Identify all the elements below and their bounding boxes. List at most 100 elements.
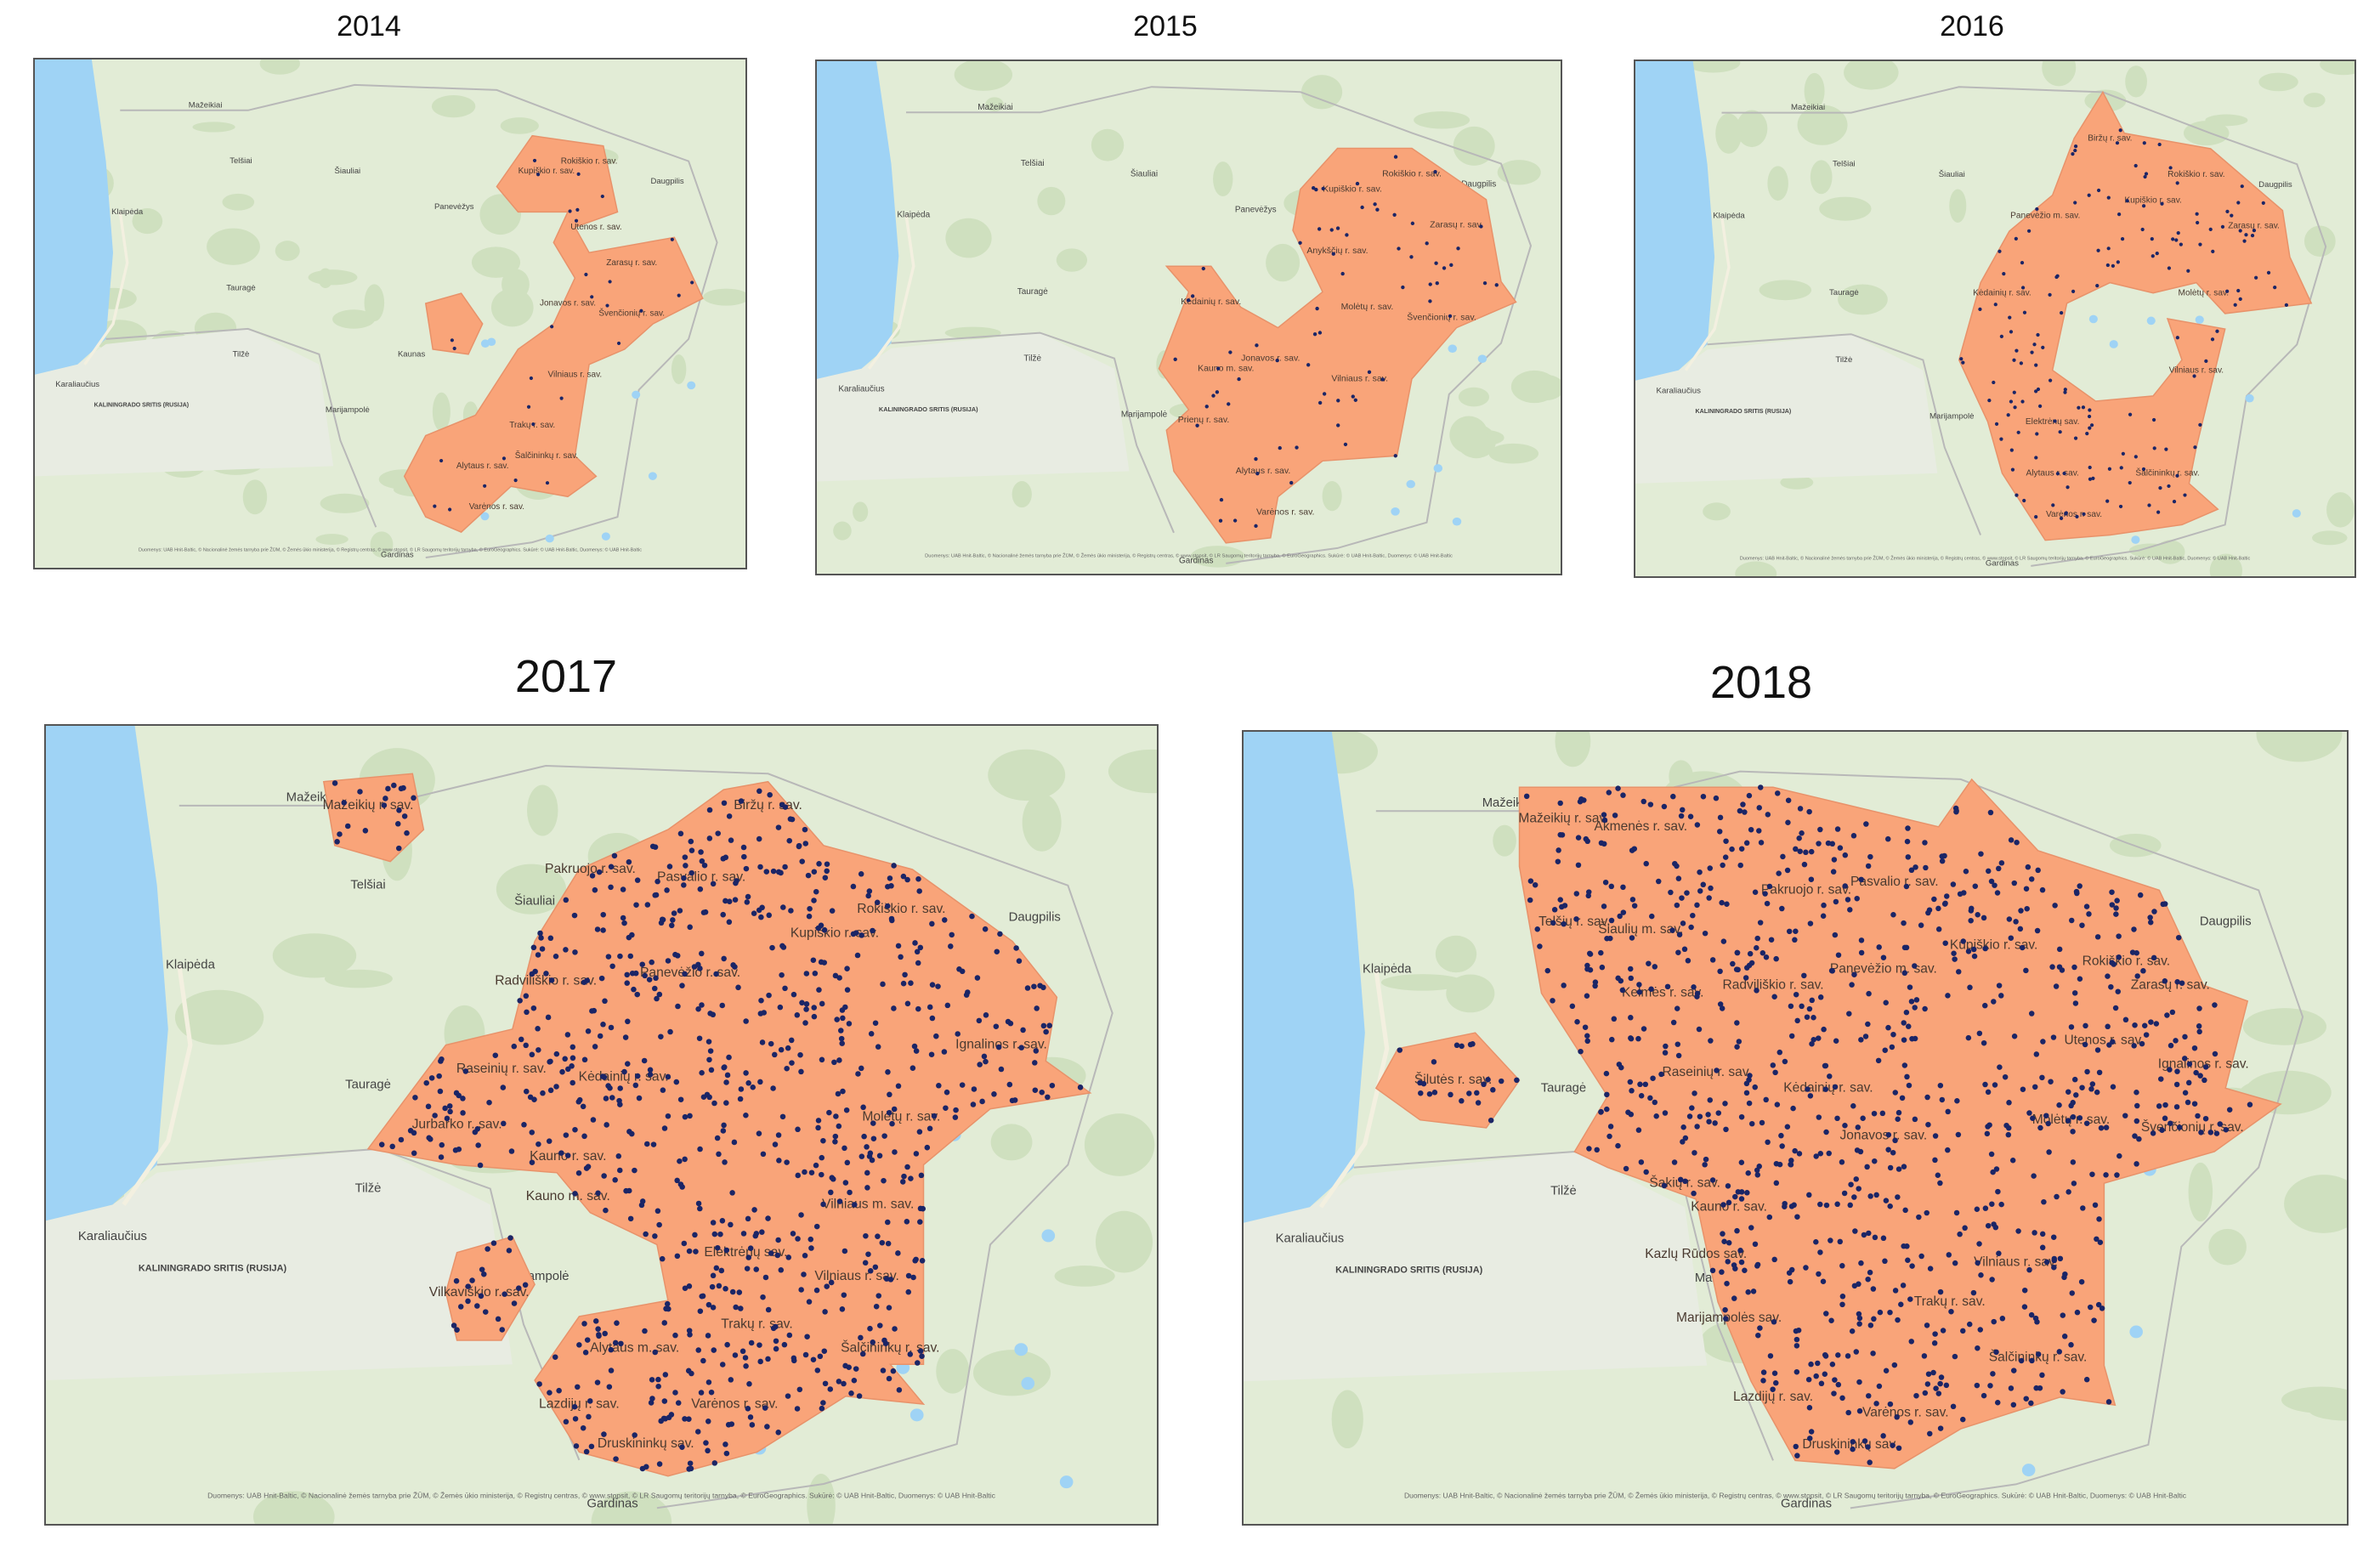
site-dot xyxy=(1336,423,1340,428)
site-dot xyxy=(904,1164,910,1170)
site-dot xyxy=(633,902,639,908)
site-dot xyxy=(1717,814,1724,821)
site-dot xyxy=(1748,1120,1755,1127)
site-dot xyxy=(658,1418,664,1424)
site-dot xyxy=(1681,946,1688,953)
site-dot xyxy=(687,1113,693,1119)
site-dot xyxy=(1912,1005,1918,1011)
forest-patch xyxy=(1012,481,1032,508)
site-dot xyxy=(2247,1101,2253,1107)
site-dot xyxy=(836,1123,842,1130)
site-dot xyxy=(711,1100,717,1107)
lake xyxy=(2129,1325,2143,1339)
site-dot xyxy=(850,883,857,890)
site-dot xyxy=(1758,784,1764,790)
site-dot xyxy=(1801,861,1808,868)
site-dot xyxy=(756,1342,762,1348)
site-dot xyxy=(1599,964,1606,971)
site-dot xyxy=(2083,1120,2090,1126)
site-dot xyxy=(1763,954,1770,960)
site-dot xyxy=(931,1113,938,1119)
site-dot xyxy=(1650,1075,1656,1081)
site-dot xyxy=(1834,826,1841,832)
site-dot xyxy=(757,1358,763,1365)
map-title: 2016 xyxy=(1940,9,2004,42)
site-dot xyxy=(977,1062,983,1067)
site-dot xyxy=(1434,261,1438,265)
site-dot xyxy=(1661,1182,1668,1189)
site-dot xyxy=(714,1135,721,1141)
site-dot xyxy=(2022,310,2027,314)
site-dot xyxy=(917,1219,923,1225)
site-dot xyxy=(612,1176,618,1183)
site-dot xyxy=(1818,1380,1825,1387)
site-dot xyxy=(1992,380,1996,385)
site-dot xyxy=(1875,1057,1882,1064)
site-dot xyxy=(438,1154,445,1160)
site-dot xyxy=(1584,1038,1590,1045)
site-dot xyxy=(344,823,351,830)
site-dot xyxy=(732,1352,739,1358)
site-dot xyxy=(706,1379,712,1385)
site-dot xyxy=(2012,358,2016,362)
site-dot xyxy=(530,944,537,951)
site-dot xyxy=(721,800,728,807)
site-dot xyxy=(860,1104,866,1111)
forest-patch xyxy=(1819,196,1872,221)
site-dot xyxy=(526,405,531,409)
site-dot xyxy=(1498,1078,1504,1084)
municipality-label: Šilutės r. sav. xyxy=(1414,1071,1492,1087)
site-dot xyxy=(1791,1202,1797,1209)
site-dot xyxy=(794,1406,801,1412)
site-dot xyxy=(337,831,343,837)
site-dot xyxy=(2053,419,2057,423)
site-dot xyxy=(2198,1130,2204,1135)
site-dot xyxy=(2105,1023,2111,1030)
site-dot xyxy=(2070,1159,2077,1165)
site-dot xyxy=(1937,1425,1944,1431)
site-dot xyxy=(2139,1040,2145,1047)
site-dot xyxy=(1467,1041,1474,1048)
site-dot xyxy=(1937,1288,1944,1295)
site-dot xyxy=(642,1328,648,1334)
site-dot xyxy=(2157,142,2162,147)
site-dot xyxy=(1448,314,1453,319)
municipality-label: Zarasų r. sav. xyxy=(606,258,657,268)
site-dot xyxy=(1998,1201,2004,1208)
site-dot xyxy=(705,1419,711,1424)
site-dot xyxy=(722,1441,728,1447)
site-dot xyxy=(1829,968,1835,974)
site-dot xyxy=(2202,1077,2207,1084)
site-dot xyxy=(1953,1209,1960,1216)
site-dot xyxy=(1321,186,1325,191)
site-dot xyxy=(1688,924,1694,931)
site-dot xyxy=(1604,1106,1610,1113)
site-dot xyxy=(2186,269,2190,273)
site-dot xyxy=(2052,903,2058,909)
site-dot xyxy=(1848,1181,1854,1187)
site-dot xyxy=(1856,1379,1862,1385)
site-dot xyxy=(523,993,530,1000)
site-dot xyxy=(1772,1069,1778,1076)
site-dot xyxy=(2266,270,2271,275)
forest-patch xyxy=(2125,65,2147,98)
site-dot xyxy=(745,1254,752,1260)
site-dot xyxy=(683,863,688,869)
site-dot xyxy=(2021,1304,2028,1310)
site-dot xyxy=(1375,207,1380,212)
site-dot xyxy=(1190,294,1195,298)
site-dot xyxy=(553,1050,560,1057)
place-label: Marijampolė xyxy=(1121,411,1168,420)
site-dot xyxy=(546,1138,552,1144)
site-dot xyxy=(439,1141,445,1148)
site-dot xyxy=(778,1046,785,1053)
site-dot xyxy=(1980,1392,1987,1399)
site-dot xyxy=(713,1265,720,1271)
site-dot xyxy=(1694,1124,1700,1130)
site-dot xyxy=(1945,993,1951,999)
forest-patch xyxy=(2188,1162,2213,1222)
site-dot xyxy=(1992,1082,1998,1088)
site-dot xyxy=(1679,895,1685,901)
site-dot xyxy=(2088,1086,2094,1092)
lake xyxy=(1021,1377,1035,1390)
